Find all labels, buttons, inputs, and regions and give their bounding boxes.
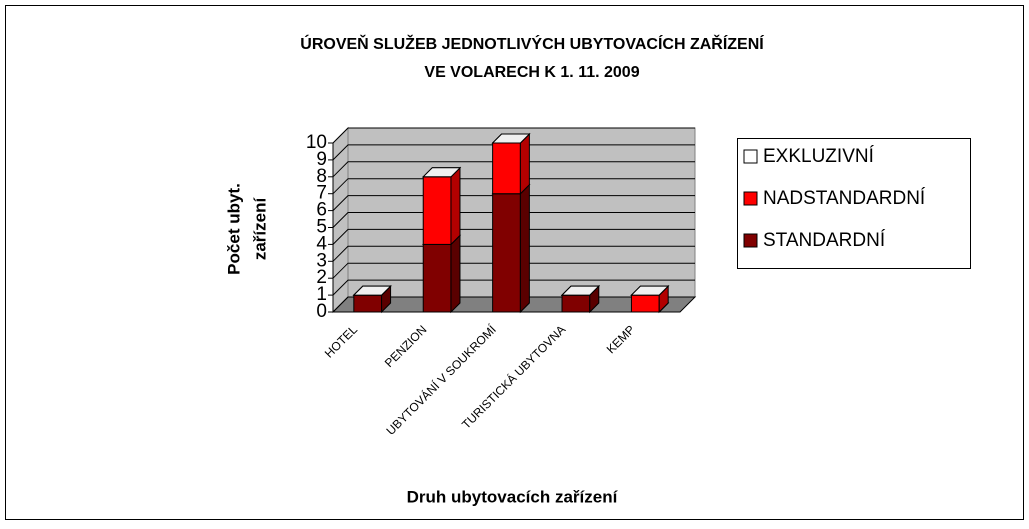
bar-segment — [422, 167, 462, 178]
grid-line — [332, 245, 695, 262]
bar-segment — [422, 234, 462, 314]
x-axis-title: Druh ubytovacích zařízení — [407, 487, 619, 506]
legend — [737, 138, 971, 269]
grid-line — [332, 279, 695, 296]
y-tick-label: 9 — [316, 149, 327, 170]
chart-title: VE VOLARECH K 1. 11. 2009 — [424, 64, 639, 81]
bar-front — [492, 142, 521, 195]
bar-top — [422, 167, 462, 178]
bar-front — [353, 294, 383, 313]
bar-top — [560, 285, 600, 296]
y-tick-label: 5 — [316, 217, 327, 238]
legend-swatch — [743, 191, 758, 206]
y-tick-label: 1 — [316, 284, 327, 305]
grid-line — [332, 161, 695, 178]
legend-label: STANDARDNÍ — [763, 230, 886, 251]
bar-top — [630, 285, 670, 296]
bar-front — [630, 294, 660, 313]
bar-front — [422, 176, 452, 245]
y-axis-title: Počet ubyt. zařízení — [224, 183, 269, 275]
bar-segment — [560, 285, 600, 296]
bar-segment — [630, 285, 670, 296]
y-axis-title-line: zařízení — [250, 197, 269, 261]
bar-segment — [491, 183, 531, 314]
chart-title: ÚROVEŇ SLUŽEB JEDNOTLIVÝCH UBYTOVACÍCH Z… — [300, 34, 764, 53]
legend-swatch — [743, 149, 758, 164]
bar-side — [450, 234, 461, 314]
grid-line — [332, 262, 695, 279]
bar-side — [450, 166, 461, 246]
bar-front — [492, 193, 521, 313]
grid-line — [332, 195, 695, 211]
bar-front — [422, 243, 452, 313]
y-tick-label: 0 — [316, 301, 327, 322]
bar-top — [491, 133, 531, 144]
y-tick-label: 7 — [316, 183, 327, 204]
y-tick-label: 6 — [316, 200, 327, 221]
grid-line — [332, 228, 695, 245]
bar-front — [561, 294, 591, 313]
y-tick-label: 2 — [316, 267, 327, 288]
grid-line — [332, 144, 695, 161]
y-axis-title-line: Počet ubyt. — [224, 183, 243, 275]
bar-side — [519, 132, 530, 195]
y-tick-label: 4 — [316, 233, 327, 254]
y-tick-label: 10 — [306, 132, 327, 153]
bar-segment — [352, 285, 392, 296]
legend-label: NADSTANDARDNÍ — [763, 188, 926, 209]
bar-segment — [491, 133, 531, 144]
grid-line — [332, 127, 695, 144]
bar-side — [519, 183, 530, 314]
bar-top — [352, 285, 392, 296]
legend-swatch — [743, 233, 758, 248]
bar-segment — [422, 166, 462, 246]
y-tick-label: 8 — [316, 166, 327, 187]
legend-label: EXKLUZIVNÍ — [763, 146, 875, 167]
grid-line — [332, 178, 695, 195]
y-tick-label: 3 — [316, 250, 327, 271]
grid-line — [332, 212, 695, 228]
